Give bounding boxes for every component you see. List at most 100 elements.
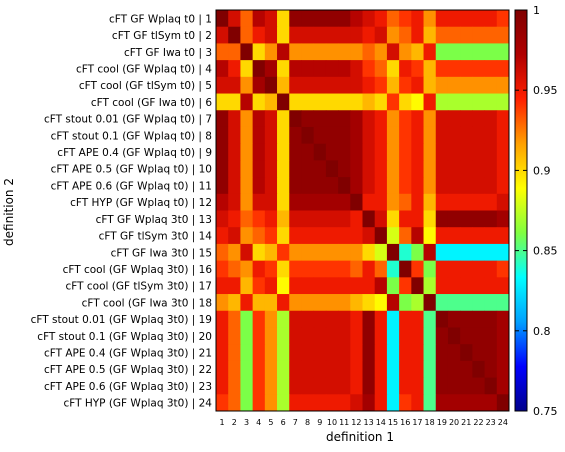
- heatmap-cell: [301, 110, 315, 128]
- y-tick-label: cFT GF Iwa 3t0 | 15: [111, 247, 212, 259]
- heatmap-cell: [484, 260, 498, 278]
- heatmap-cell: [460, 143, 473, 161]
- heatmap-cell: [216, 243, 229, 262]
- heatmap-cell: [252, 193, 266, 211]
- heatmap-cell: [228, 110, 241, 128]
- heatmap-cell: [374, 110, 388, 128]
- heatmap-cell: [277, 76, 290, 94]
- heatmap-cell: [460, 76, 473, 94]
- heatmap-cell: [313, 260, 327, 278]
- heatmap-cell: [423, 394, 437, 412]
- heatmap-cell: [496, 177, 510, 195]
- heatmap-cell: [216, 327, 229, 345]
- heatmap-cell: [423, 10, 437, 28]
- heatmap-cell: [460, 26, 473, 44]
- heatmap-cell: [301, 143, 315, 161]
- colorbar-tick-label: 0.75: [533, 405, 558, 418]
- x-tick-label: 13: [364, 418, 374, 427]
- heatmap-cell: [228, 143, 241, 161]
- heatmap-cell: [338, 210, 351, 228]
- heatmap-cell: [338, 294, 351, 312]
- heatmap-cell: [399, 110, 412, 128]
- heatmap-cell: [496, 93, 510, 111]
- heatmap-cell: [216, 26, 229, 44]
- heatmap-cell: [313, 126, 327, 145]
- heatmap-cell: [435, 310, 449, 328]
- heatmap-cell: [460, 110, 473, 128]
- heatmap-cell: [228, 394, 241, 412]
- heatmap-cell: [411, 193, 424, 211]
- heatmap-cell: [216, 193, 229, 211]
- heatmap-cell: [228, 294, 241, 312]
- x-tick-label: 3: [244, 418, 249, 427]
- heatmap-cell: [496, 260, 510, 278]
- heatmap-cell: [338, 193, 351, 211]
- heatmap-cell: [228, 93, 241, 111]
- heatmap-cell: [325, 210, 339, 228]
- heatmap-cell: [411, 26, 424, 44]
- heatmap-cell: [460, 360, 473, 378]
- heatmap-cell: [399, 243, 412, 262]
- heatmap-cell: [252, 110, 266, 128]
- heatmap-cell: [338, 360, 351, 378]
- x-tick-label: 19: [437, 418, 447, 427]
- heatmap-cell: [228, 260, 241, 278]
- heatmap-cell: [240, 26, 254, 44]
- y-tick-label: cFT APE 0.5 (GF Wplaq t0) | 10: [51, 164, 212, 176]
- heatmap-cell: [313, 143, 327, 161]
- heatmap-cell: [301, 344, 315, 362]
- x-tick-label: 15: [388, 418, 398, 427]
- heatmap-cell: [423, 277, 437, 295]
- heatmap-cell: [277, 377, 290, 395]
- heatmap-cell: [350, 260, 363, 278]
- heatmap-cell: [289, 260, 302, 278]
- heatmap-cell: [460, 243, 473, 262]
- heatmap-cell: [252, 143, 266, 161]
- heatmap-cell: [423, 93, 437, 111]
- heatmap-cell: [313, 60, 327, 78]
- heatmap-cell: [362, 177, 376, 195]
- heatmap-cell: [338, 243, 351, 262]
- x-tick-label: 11: [339, 418, 349, 427]
- heatmap-cell: [350, 177, 363, 195]
- y-tick-label: cFT APE 0.6 (GF Wplaq t0) | 11: [51, 180, 212, 192]
- heatmap-cell: [264, 93, 278, 111]
- heatmap-cell: [496, 243, 510, 262]
- heatmap-cell: [264, 260, 278, 278]
- heatmap-cell: [386, 110, 400, 128]
- heatmap-cell: [411, 310, 424, 328]
- heatmap-cell: [301, 160, 315, 178]
- heatmap-cell: [472, 110, 485, 128]
- heatmap-cell: [472, 10, 485, 28]
- heatmap-cell: [447, 327, 461, 345]
- heatmap-cell: [338, 110, 351, 128]
- heatmap-cell: [277, 260, 290, 278]
- heatmap-cell: [277, 243, 290, 262]
- heatmap-cell: [325, 294, 339, 312]
- y-tick-label: cFT cool (GF Iwa t0) | 6: [91, 97, 212, 109]
- heatmap-cell: [460, 227, 473, 245]
- heatmap-cell: [484, 294, 498, 312]
- heatmap-cell: [496, 26, 510, 44]
- heatmap-cell: [496, 76, 510, 94]
- heatmap-cell: [484, 160, 498, 178]
- heatmap-cell: [362, 126, 376, 145]
- heatmap-cell: [484, 43, 498, 61]
- x-tick-label: 18: [425, 418, 435, 427]
- x-tick-label: 14: [376, 418, 386, 427]
- heatmap-cell: [496, 60, 510, 78]
- heatmap-cell: [399, 193, 412, 211]
- heatmap-cell: [447, 43, 461, 61]
- heatmap-cell: [228, 277, 241, 295]
- heatmap-cell: [228, 360, 241, 378]
- x-tick-label: 5: [268, 418, 273, 427]
- heatmap-cell: [350, 377, 363, 395]
- heatmap-cell: [228, 126, 241, 145]
- heatmap-cell: [399, 294, 412, 312]
- heatmap-cell: [435, 26, 449, 44]
- heatmap-cell: [472, 210, 485, 228]
- heatmap-cell: [350, 327, 363, 345]
- heatmap-cell: [252, 327, 266, 345]
- heatmap-cell: [411, 43, 424, 61]
